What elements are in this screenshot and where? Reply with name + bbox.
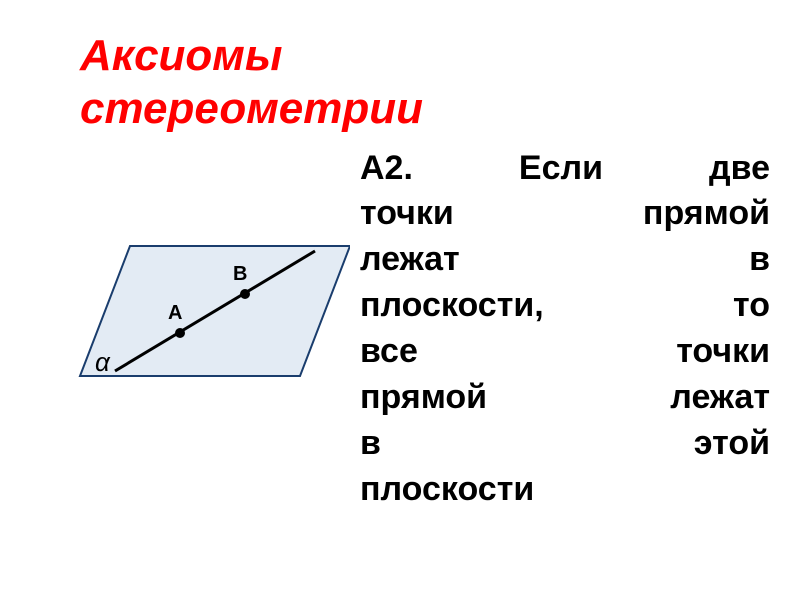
plane-alpha-label: α	[95, 347, 111, 377]
point-a-label: A	[168, 302, 182, 324]
axiom-line: прямой лежат	[360, 375, 770, 421]
axiom-text: А2. Если две точки прямой лежат в плоско…	[350, 146, 770, 513]
axiom-line: плоскости, то	[360, 283, 770, 329]
slide-title: Аксиомы стереометрии	[0, 0, 800, 136]
title-line-2: стереометрии	[80, 83, 800, 136]
axiom-line: лежат в	[360, 237, 770, 283]
point-b-marker	[240, 289, 250, 299]
content-area: A B α А2. Если две точки прямой лежат в …	[0, 136, 800, 513]
axiom-line: плоскости	[360, 467, 770, 513]
axiom-line: все точки	[360, 329, 770, 375]
axiom-line: А2. Если две	[360, 146, 770, 192]
diagram-svg: A B α	[20, 176, 350, 436]
geometry-diagram: A B α	[20, 176, 350, 436]
title-line-1: Аксиомы	[80, 30, 800, 83]
axiom-line: точки прямой	[360, 191, 770, 237]
axiom-line: в этой	[360, 421, 770, 467]
point-a-marker	[175, 328, 185, 338]
point-b-label: B	[233, 263, 247, 285]
